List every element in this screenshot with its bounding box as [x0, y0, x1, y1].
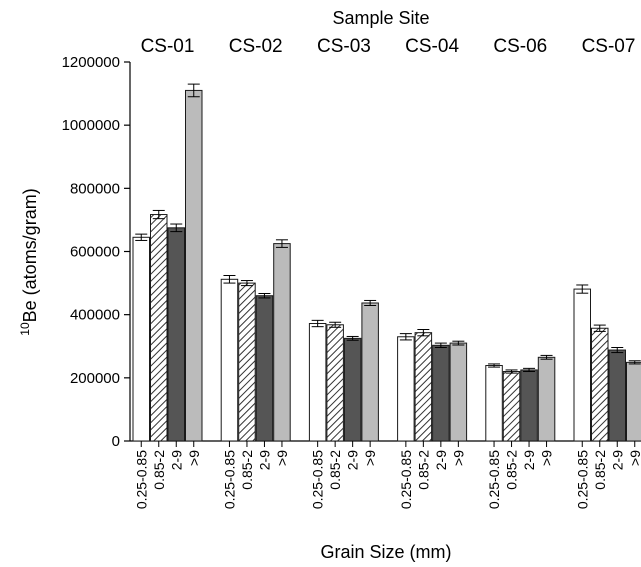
top-title: Sample Site	[332, 8, 429, 28]
x-tick-label: 2-9	[433, 450, 449, 470]
y-tick-label: 200000	[70, 370, 120, 387]
x-axis-label: Grain Size (mm)	[320, 542, 451, 562]
bar	[361, 302, 379, 442]
y-tick-label: 400000	[70, 307, 120, 324]
x-tick-label: 0.85-2	[592, 450, 608, 490]
bar	[591, 327, 609, 442]
site-label: CS-03	[317, 36, 371, 57]
plot-area: 0 200000 400000 600000 800000 1000000 1200000 C…	[62, 36, 641, 509]
bar	[185, 89, 203, 442]
bar	[573, 288, 591, 442]
bar	[537, 356, 556, 442]
x-tick-label: >9	[627, 450, 641, 466]
x-tick-label: 2-9	[609, 450, 625, 470]
y-axis-label-superscript: 10	[18, 322, 32, 336]
x-tick-label: 0.25-0.85	[574, 450, 590, 509]
bar	[308, 323, 327, 442]
x-tick-label: >9	[450, 450, 466, 466]
site-label: CS-01	[141, 36, 195, 57]
bar	[414, 332, 433, 442]
x-tick-label: 2-9	[168, 450, 184, 470]
y-axis-label: 10Be (atoms/gram)	[18, 188, 40, 335]
bar	[397, 336, 415, 442]
bar	[220, 278, 239, 442]
y-tick-label: 600000	[70, 244, 120, 261]
x-tick-label: 0.85-2	[151, 450, 167, 490]
bar	[150, 214, 168, 442]
bar	[326, 324, 344, 442]
x-tick-label: 0.25-0.85	[310, 450, 326, 509]
bar	[485, 365, 503, 442]
x-tick-label: >9	[186, 450, 202, 466]
x-tick-label: 2-9	[345, 450, 361, 470]
bar	[608, 349, 626, 442]
bar	[520, 369, 538, 442]
x-tick-label: 2-9	[256, 450, 272, 470]
y-tick-label: 0	[112, 433, 120, 450]
x-tick-label: 0.25-0.85	[486, 450, 502, 509]
site-label: CS-06	[493, 36, 547, 57]
bar	[273, 243, 291, 442]
x-tick-label: 0.25-0.85	[133, 450, 149, 509]
y-tick-label: 800000	[70, 180, 120, 197]
bar	[132, 236, 150, 442]
site-label: CS-02	[229, 36, 283, 57]
x-tick-label: 0.85-2	[327, 450, 343, 490]
x-tick-label: 0.25-0.85	[398, 450, 414, 509]
site-label: CS-04	[405, 36, 459, 57]
x-tick-label: 2-9	[521, 450, 537, 470]
bar	[502, 371, 521, 442]
x-tick-label: >9	[274, 450, 290, 466]
x-tick-label: 0.25-0.85	[221, 450, 237, 509]
y-tick-label: 1000000	[62, 117, 120, 134]
x-tick-label: 0.85-2	[415, 450, 431, 490]
y-axis-label-main: Be (atoms/gram)	[20, 188, 40, 322]
x-tick-label: >9	[539, 450, 555, 466]
x-tick-label: >9	[362, 450, 378, 466]
bar	[343, 337, 362, 442]
bar	[167, 227, 185, 442]
bar	[238, 282, 256, 442]
bar	[432, 344, 450, 442]
bar	[626, 361, 641, 442]
y-tick-label: 1200000	[62, 54, 120, 71]
bar	[255, 295, 274, 442]
bar	[449, 342, 468, 442]
site-label: CS-07	[582, 36, 636, 57]
x-tick-label: 0.85-2	[504, 450, 520, 490]
x-tick-label: 0.85-2	[239, 450, 255, 490]
